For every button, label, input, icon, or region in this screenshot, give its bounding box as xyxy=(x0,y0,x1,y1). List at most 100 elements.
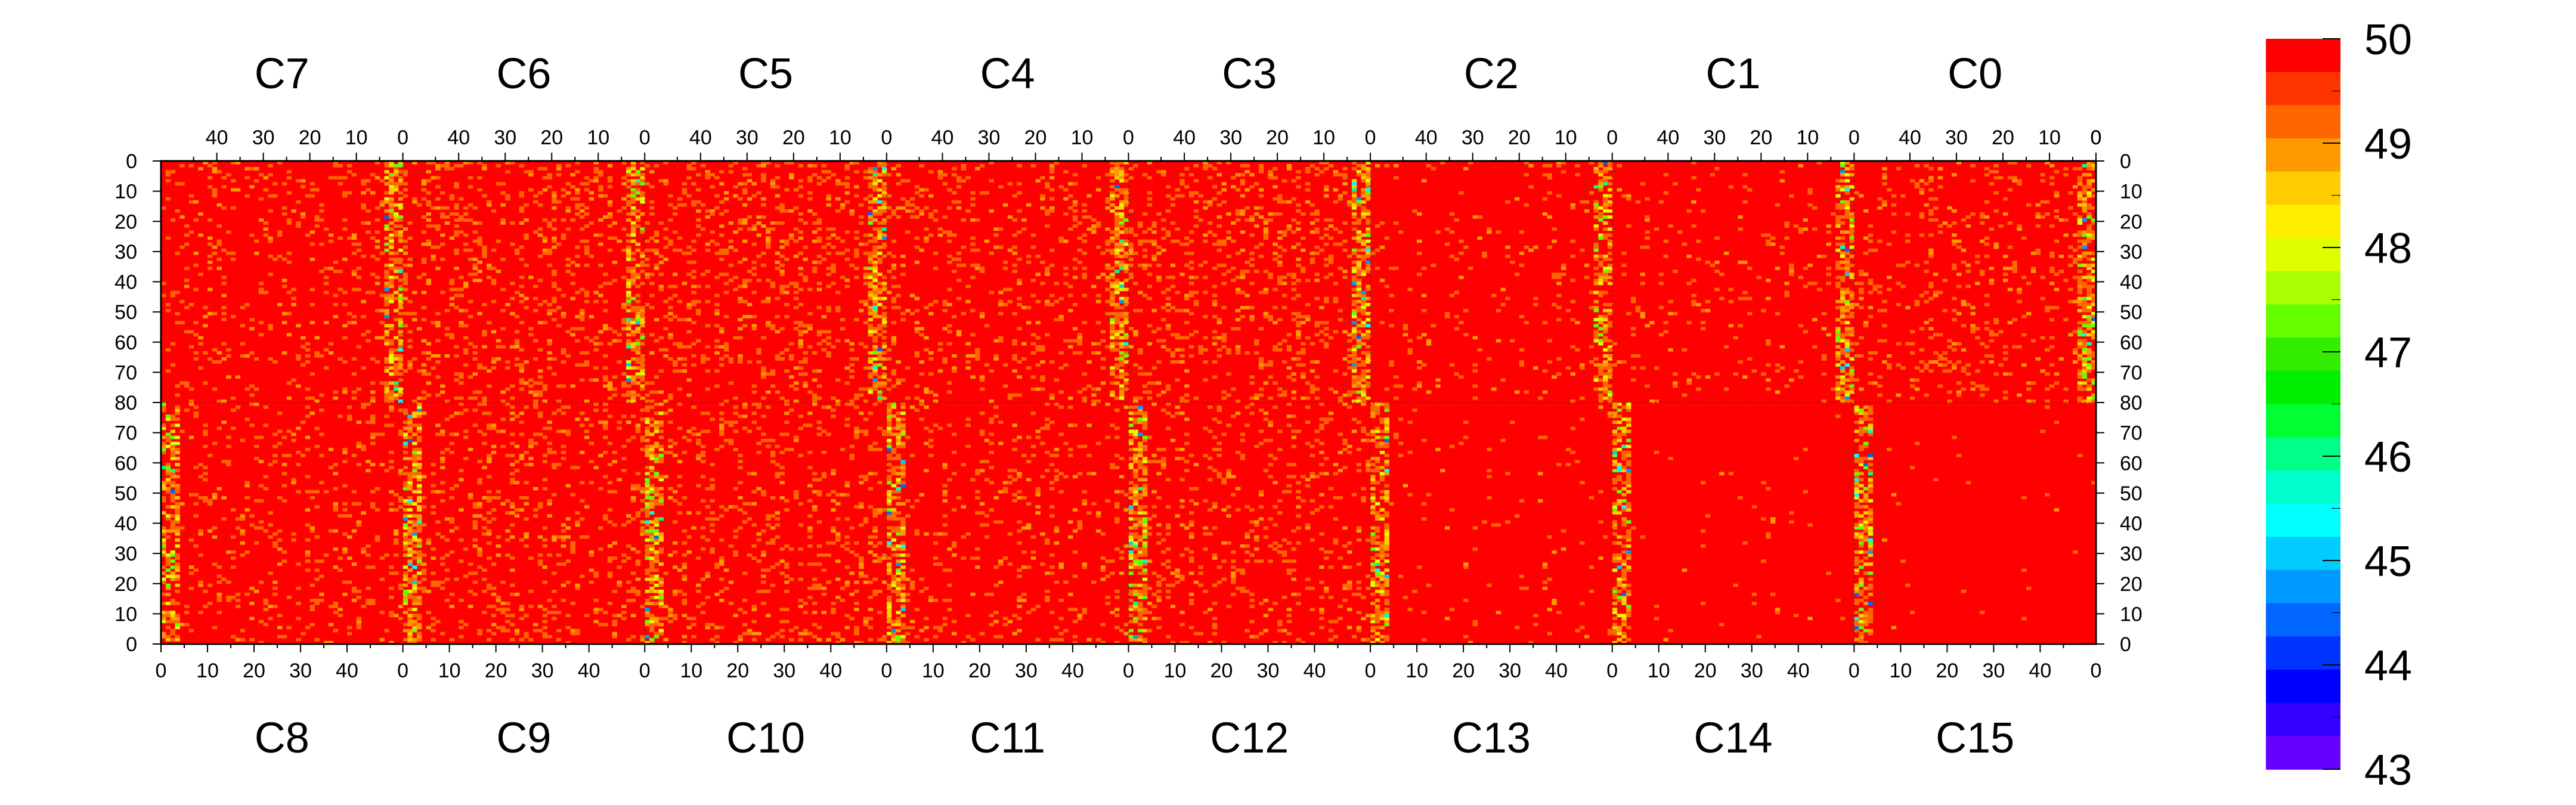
heatmap-cell xyxy=(1361,390,1366,394)
heatmap-cell xyxy=(1314,218,1320,222)
heatmap-cell xyxy=(1533,366,1538,370)
heatmap-cell xyxy=(208,357,213,361)
heatmap-cell xyxy=(1835,351,1841,355)
heatmap-cell xyxy=(635,327,641,331)
heatmap-cell xyxy=(816,281,822,286)
heatmap-cell xyxy=(1049,170,1055,174)
heatmap-cell xyxy=(635,182,641,186)
heatmap-cell xyxy=(463,363,469,367)
heatmap-cell xyxy=(1165,302,1171,306)
heatmap-cell xyxy=(863,233,869,237)
heatmap-cell xyxy=(654,251,660,255)
heatmap-cell xyxy=(1607,321,1613,324)
heatmap-cell xyxy=(1324,345,1329,349)
heatmap-cell xyxy=(537,348,543,352)
heatmap-cell xyxy=(575,188,580,192)
heatmap-cell xyxy=(826,306,831,309)
heatmap-cell xyxy=(394,230,399,234)
heatmap-cell xyxy=(751,315,757,318)
heatmap-cell xyxy=(1035,299,1041,304)
heatmap-cell xyxy=(188,345,194,349)
heatmap-cell xyxy=(1928,327,1934,331)
heatmap-cell xyxy=(1123,360,1129,364)
heatmap-cell xyxy=(351,251,357,255)
heatmap-cell xyxy=(394,224,399,228)
heatmap-cell xyxy=(1607,251,1613,255)
heatmap-cell xyxy=(1072,182,1078,186)
heatmap-cell xyxy=(626,293,631,298)
heatmap-cell xyxy=(249,185,255,189)
heatmap-cell xyxy=(1351,251,1357,255)
heatmap-cell xyxy=(1937,357,1943,361)
heatmap-cell xyxy=(2077,179,2083,183)
heatmap-cell xyxy=(1086,360,1092,364)
heatmap-cell xyxy=(1696,387,1701,391)
heatmap-cell xyxy=(668,357,673,361)
heatmap-cell xyxy=(877,221,883,225)
heatmap-cell xyxy=(816,287,822,292)
heatmap-cell xyxy=(1305,396,1311,400)
heatmap-cell xyxy=(565,209,571,213)
heatmap-cell xyxy=(2082,372,2087,376)
heatmap-cell xyxy=(924,236,929,240)
heatmap-cell xyxy=(1110,170,1115,174)
heatmap-cell xyxy=(351,390,357,394)
heatmap-cell xyxy=(630,233,636,237)
heatmap-cell xyxy=(384,302,389,306)
heatmap-cell xyxy=(2035,212,2041,216)
heatmap-cell xyxy=(1356,284,1362,289)
heatmap-cell xyxy=(793,321,799,324)
heatmap-cell xyxy=(1319,161,1324,165)
heatmap-cell xyxy=(1961,387,1967,391)
heatmap-cell xyxy=(1277,278,1283,283)
heatmap-cell xyxy=(333,164,339,168)
heatmap-cell xyxy=(691,275,696,280)
heatmap-cell xyxy=(621,318,627,321)
heatmap-cell xyxy=(547,339,552,343)
heatmap-cell xyxy=(1184,384,1190,388)
heatmap-cell xyxy=(398,393,404,397)
heatmap-cell xyxy=(1188,312,1194,315)
heatmap-cell xyxy=(1803,284,1808,289)
heatmap-cell xyxy=(1366,318,1371,321)
heatmap-cell xyxy=(1123,203,1129,207)
heatmap-cell xyxy=(435,185,441,189)
heatmap-cell xyxy=(524,233,529,237)
heatmap-cell xyxy=(487,321,492,324)
heatmap-cell xyxy=(821,170,827,174)
heatmap-cell xyxy=(1947,339,1952,343)
heatmap-cell xyxy=(1045,273,1050,276)
heatmap-cell xyxy=(766,239,771,243)
heatmap-cell xyxy=(882,312,887,315)
heatmap-cell xyxy=(645,381,650,385)
heatmap-cell xyxy=(394,309,399,312)
heatmap-cell xyxy=(426,203,432,207)
heatmap-cell xyxy=(1840,236,1846,240)
heatmap-cell xyxy=(798,333,804,337)
heatmap-cell xyxy=(868,330,874,334)
heatmap-cell xyxy=(1366,161,1371,165)
heatmap-cell xyxy=(514,251,520,255)
heatmap-cell xyxy=(1119,173,1125,177)
heatmap-cell xyxy=(454,233,459,237)
heatmap-cell xyxy=(467,203,473,207)
heatmap-cell xyxy=(1426,390,1432,394)
heatmap-cell xyxy=(1491,387,1497,391)
heatmap-cell xyxy=(519,348,525,352)
heatmap-cell xyxy=(803,357,808,361)
heatmap-cell xyxy=(351,372,357,376)
heatmap-cell xyxy=(937,369,943,373)
heatmap-cell xyxy=(402,281,408,286)
heatmap-cell xyxy=(379,200,385,204)
heatmap-cell xyxy=(1844,200,1850,204)
heatmap-cell xyxy=(1356,281,1362,286)
heatmap-cell xyxy=(1221,264,1227,267)
heatmap-cell xyxy=(747,315,753,318)
heatmap-cell xyxy=(286,218,292,222)
heatmap-cell xyxy=(872,369,878,373)
heatmap-cell xyxy=(854,254,859,258)
heatmap-cell xyxy=(844,182,850,186)
heatmap-cell xyxy=(394,185,399,189)
heatmap-cell xyxy=(580,318,585,321)
heatmap-cell xyxy=(463,336,469,340)
